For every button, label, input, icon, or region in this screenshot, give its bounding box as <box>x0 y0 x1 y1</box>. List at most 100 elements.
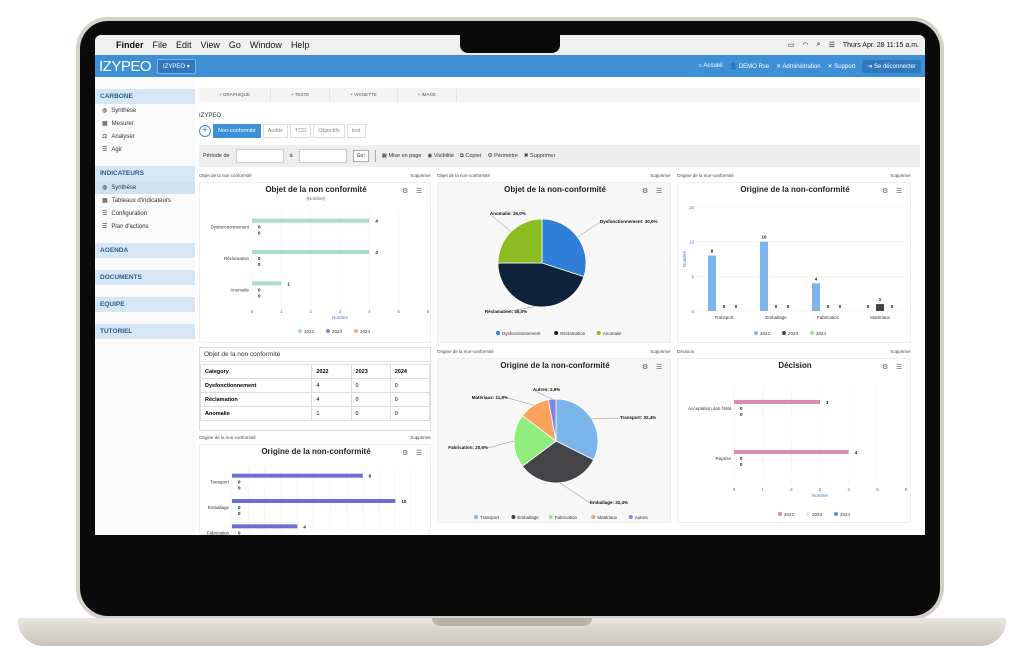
add-text-button[interactable]: + TEXTE <box>271 88 331 102</box>
logout-button[interactable]: ⇥ Se déconnecter <box>862 59 921 73</box>
menu-app[interactable]: Finder <box>116 40 144 50</box>
category-label: Fabrication <box>207 530 230 535</box>
battery-icon[interactable]: ▭ <box>787 42 795 49</box>
toolbar: Période de à Go! ▦ Mise en page ◉ Visibi… <box>199 145 920 167</box>
hamburger-icon[interactable]: ☰ <box>416 450 423 457</box>
period-start-input[interactable] <box>235 149 284 163</box>
sidebar-item-configuration[interactable]: ☰ Configuration <box>95 207 195 220</box>
y-tick-label: 0 <box>691 309 694 314</box>
menu-edit[interactable]: Edit <box>176 40 192 50</box>
gear-icon[interactable]: ⚙ <box>642 364 649 371</box>
visibility-button[interactable]: ◉ Visibilité <box>428 153 454 159</box>
add-tile-button[interactable]: + VIGNETTE <box>330 88 398 102</box>
control-center-icon[interactable]: ☰ <box>828 42 835 49</box>
sidebar-item-tableaux[interactable]: ▦ Tableaux d'indicateurs <box>95 194 195 207</box>
hamburger-icon[interactable]: ☰ <box>656 364 663 371</box>
hamburger-icon[interactable]: ☰ <box>656 188 663 195</box>
period-end-input[interactable] <box>298 149 347 163</box>
data-label: 0 <box>238 530 241 535</box>
menu-file[interactable]: File <box>152 40 168 50</box>
hamburger-icon[interactable]: ☰ <box>896 364 903 371</box>
menu-help[interactable]: Help <box>290 40 310 50</box>
tab-tcd[interactable]: TCD <box>289 124 312 138</box>
nav-accueil[interactable]: ⌂ Accueil <box>698 63 723 69</box>
tab-non-conformite[interactable]: Non-conformité <box>213 124 261 138</box>
nav-demo-label: DEMO Rse <box>738 63 770 70</box>
widget-delete-link[interactable]: Supprimer <box>410 173 431 178</box>
data-label: 0 <box>238 505 241 510</box>
clock[interactable]: Thurs Apr. 28 11:15 a.m. <box>842 41 919 49</box>
chart-container: Décision ⚙ ☰ 0 1 2 3 4 5 6 Acceptation dan l'ét… <box>677 358 911 523</box>
category-label: Emballage <box>765 315 787 320</box>
sidebar-section-documents[interactable]: DOCUMENTS <box>95 270 195 285</box>
status-area: ▭ ◠ ⌕ ☰ Thurs Apr. 28 11:15 a.m. <box>788 35 919 55</box>
sidebar-item-synthese[interactable]: ◍ Synthèse <box>95 104 195 117</box>
nav-admin-label: Administration <box>782 63 821 70</box>
pie-slice <box>513 415 557 467</box>
macos-menubar: Finder File Edit View Go Window Help ▭ ◠… <box>95 35 925 55</box>
add-tab-icon[interactable]: + <box>199 125 211 137</box>
nav-demo[interactable]: 👤 DEMO Rse <box>729 63 770 70</box>
data-table: Category 2022 2023 2024 Dysfonctionnement 4 0 0… <box>199 364 431 421</box>
gear-icon[interactable]: ⚙ <box>402 188 409 195</box>
nav-admin[interactable]: ✕ Administration <box>776 63 821 70</box>
legend-label: 2023 <box>788 331 799 336</box>
chart-container: Objet de la non-conformité ⚙ ☰ Dysfoncti… <box>437 182 671 343</box>
widget-delete-link[interactable]: Supprimer <box>650 349 671 354</box>
pie-slice <box>547 398 557 442</box>
sidebar-section-agenda[interactable]: AGENDA <box>95 243 195 258</box>
add-image-button[interactable]: + IMAGE <box>398 88 457 102</box>
org-dropdown[interactable]: IZYPEO ▾ <box>157 58 196 74</box>
data-label: 0 <box>258 231 261 236</box>
widget-delete-link[interactable]: Supprimer <box>890 173 911 178</box>
gear-icon[interactable]: ⚙ <box>402 450 409 457</box>
menu-go[interactable]: Go <box>228 40 241 50</box>
app-logo[interactable]: IZYPEO <box>99 57 152 75</box>
sidebar-item-mesurer[interactable]: ▦ Mesurer <box>95 117 195 130</box>
copy-button[interactable]: ⧉ Copier <box>460 153 482 160</box>
delete-button[interactable]: ✖ Supprimer <box>524 153 556 159</box>
scope-button[interactable]: ⚙ Périmètre <box>488 153 518 159</box>
nav-support[interactable]: ✕ Support <box>827 63 856 70</box>
y-tick-label: 10 <box>689 240 695 245</box>
sidebar-section-indicateurs[interactable]: INDICATEURS <box>95 166 195 181</box>
widget-delete-link[interactable]: Supprimer <box>650 173 671 178</box>
sidebar-section-carbone[interactable]: CARBONE <box>95 89 195 104</box>
add-graph-button[interactable]: + GRAPHIQUE <box>199 88 271 102</box>
sidebar-section-tutoriel[interactable]: TUTORIEL <box>95 324 195 339</box>
sidebar-item-agir[interactable]: ☰ Agir <box>95 143 195 156</box>
x-tick-label: 1 <box>280 309 283 314</box>
gear-icon[interactable]: ⚙ <box>642 188 649 195</box>
sidebar-item-synthese-indicateurs[interactable]: ◍ Synthèse <box>95 181 195 194</box>
table-cell: 0 <box>389 378 431 393</box>
wifi-icon[interactable]: ◠ <box>802 42 809 49</box>
sidebar-section-equipe[interactable]: EQUIPE <box>95 297 195 312</box>
sidebar-item-plan[interactable]: ☰ Plan d'actions <box>95 220 195 233</box>
widget-objet-pie: Objet de la non-conformité Supprimer Obje… <box>437 171 671 343</box>
close-icon: ✖ <box>523 153 529 159</box>
hamburger-icon[interactable]: ☰ <box>416 188 423 195</box>
chart-title: Origine de la non-conformité <box>740 185 850 194</box>
widget-delete-link[interactable]: Supprimer <box>890 349 911 354</box>
tab-audits[interactable]: Audits <box>262 124 288 138</box>
bar <box>734 450 849 454</box>
legend-label: Transport <box>480 515 500 520</box>
go-button[interactable]: Go! <box>352 150 369 162</box>
widget-delete-link[interactable]: Supprimer <box>410 435 431 440</box>
chart-title: Origine de la non-conformité <box>500 361 610 370</box>
search-icon[interactable]: ⌕ <box>816 41 821 48</box>
top-nav: ⌂ Accueil 👤 DEMO Rse ✕ Administration ✕ … <box>698 55 921 77</box>
data-label: 0 <box>740 412 743 417</box>
legend-label: Anomalie <box>603 331 622 336</box>
gear-icon[interactable]: ⚙ <box>882 364 889 371</box>
tab-objectifs[interactable]: Objectifs <box>313 124 345 138</box>
hamburger-icon[interactable]: ☰ <box>896 188 903 195</box>
menu-view[interactable]: View <box>200 40 220 50</box>
menu-window[interactable]: Window <box>249 40 282 50</box>
gear-icon[interactable]: ⚙ <box>882 188 889 195</box>
data-label: 0 <box>827 304 830 309</box>
widget-header-title: Objet de la non conformité <box>199 173 252 178</box>
layout-button[interactable]: ▦ Mise en page <box>382 153 422 159</box>
sidebar-item-analyser[interactable]: ⚖ Analyser <box>95 130 195 143</box>
tab-test[interactable]: test <box>346 124 366 138</box>
